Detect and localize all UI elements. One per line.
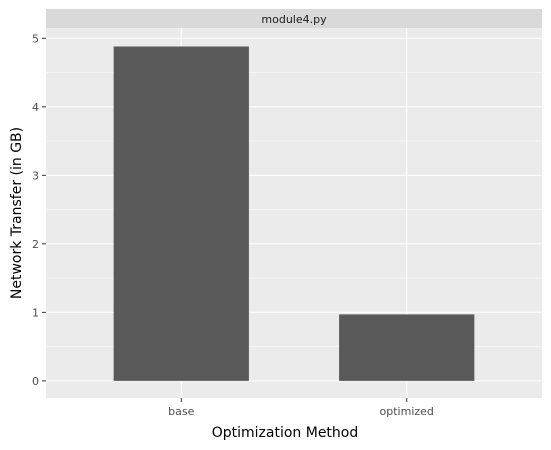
y-tick-label: 3 bbox=[32, 169, 39, 182]
x-tick-label: optimized bbox=[380, 405, 434, 418]
y-tick-label: 1 bbox=[32, 306, 39, 319]
y-tick-label: 5 bbox=[32, 32, 39, 45]
bar-optimized bbox=[339, 314, 475, 381]
y-tick-label: 4 bbox=[32, 101, 39, 114]
axes: 0 1 2 3 4 5 base optimized bbox=[32, 32, 434, 418]
facet-strip bbox=[46, 9, 542, 28]
y-tick-label: 0 bbox=[32, 375, 39, 388]
bar-base bbox=[113, 46, 249, 381]
y-axis-label: Network Transfer (in GB) bbox=[9, 127, 25, 299]
bars bbox=[113, 46, 475, 381]
y-tick-label: 2 bbox=[32, 238, 39, 251]
x-axis-label: Optimization Method bbox=[212, 425, 359, 441]
facet-title: module4.py bbox=[261, 13, 327, 26]
x-tick-label: base bbox=[168, 405, 194, 418]
